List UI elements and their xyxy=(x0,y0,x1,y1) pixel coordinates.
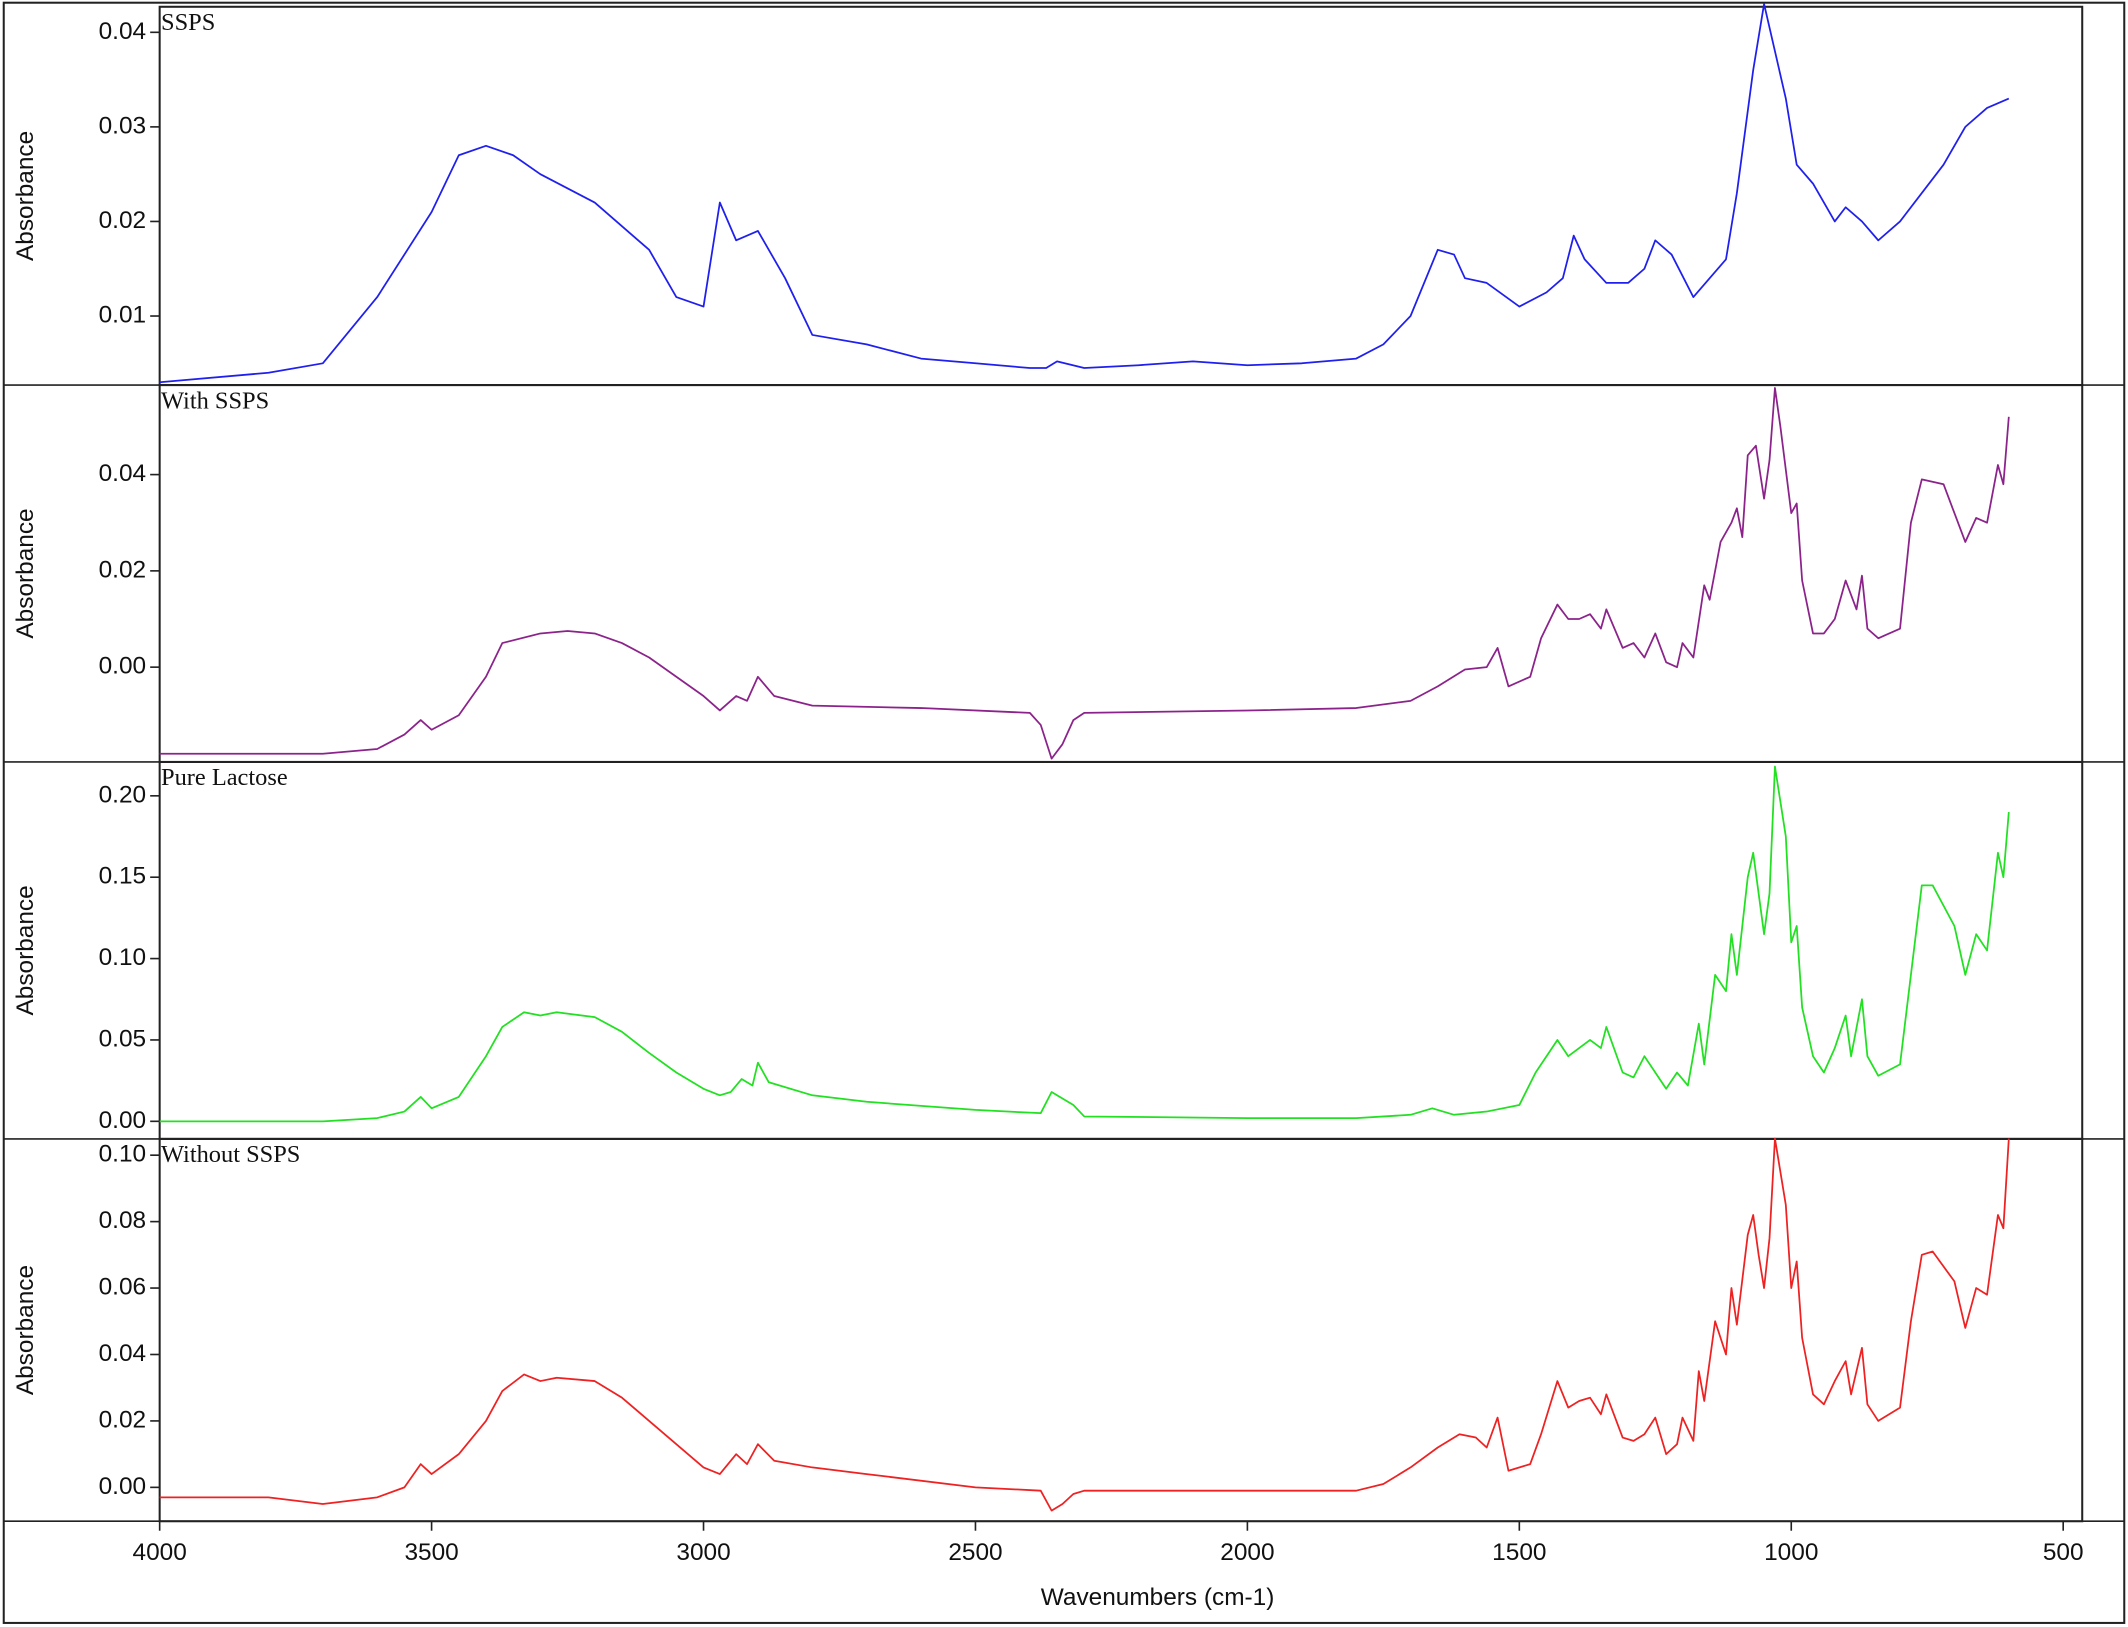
y-tick-label: 0.20 xyxy=(99,781,146,808)
x-tick-label: 3000 xyxy=(676,1539,730,1566)
y-tick-label: 0.01 xyxy=(99,301,146,328)
y-tick-label: 0.15 xyxy=(99,863,146,890)
x-tick-label: 1500 xyxy=(1492,1539,1546,1566)
y-tick-label: 0.00 xyxy=(99,1107,146,1134)
spectrum-line xyxy=(159,387,2010,760)
panel-frame xyxy=(158,1137,2084,1523)
panel-title: SSPS xyxy=(161,9,215,36)
y-tick-label: 0.08 xyxy=(99,1207,146,1234)
x-tick-label: 2000 xyxy=(1220,1539,1274,1566)
y-tick-label: 0.10 xyxy=(99,944,146,971)
y-tick-label: 0.02 xyxy=(99,1406,146,1433)
y-tick-label: 0.06 xyxy=(99,1274,146,1301)
x-axis-label: Wavenumbers (cm-1) xyxy=(1041,1584,1275,1611)
panel-frame xyxy=(158,5,2084,387)
y-tick-label: 0.04 xyxy=(99,460,146,487)
y-axis-label: Absorbance xyxy=(12,1265,39,1395)
y-tick-label: 0.04 xyxy=(99,18,146,45)
spectrum-line xyxy=(159,3,2010,384)
x-tick-label: 1000 xyxy=(1764,1539,1818,1566)
panel-frame xyxy=(158,384,2084,763)
y-tick-label: 0.10 xyxy=(99,1141,146,1168)
spectrum-line xyxy=(159,1137,2010,1512)
y-axis-label: Absorbance xyxy=(12,885,39,1015)
y-tick-label: 0.00 xyxy=(99,1473,146,1500)
y-axis-label: Absorbance xyxy=(12,508,39,638)
y-tick-label: 0.04 xyxy=(99,1340,146,1367)
y-tick-label: 0.02 xyxy=(99,207,146,234)
x-tick-label: 4000 xyxy=(133,1539,187,1566)
x-tick-label: 3500 xyxy=(404,1539,458,1566)
y-tick-label: 0.05 xyxy=(99,1025,146,1052)
spectrum-line xyxy=(159,765,2010,1123)
panel-frame xyxy=(158,760,2084,1140)
panel-title: With SSPS xyxy=(161,387,269,414)
y-tick-label: 0.00 xyxy=(99,653,146,680)
y-tick-label: 0.03 xyxy=(99,112,146,139)
x-tick-label: 500 xyxy=(2043,1539,2084,1566)
panel-title: Without SSPS xyxy=(161,1141,300,1168)
y-axis-label: Absorbance xyxy=(12,131,39,261)
panel-title: Pure Lactose xyxy=(161,764,288,791)
y-tick-label: 0.02 xyxy=(99,556,146,583)
x-tick-label: 2500 xyxy=(948,1539,1002,1566)
